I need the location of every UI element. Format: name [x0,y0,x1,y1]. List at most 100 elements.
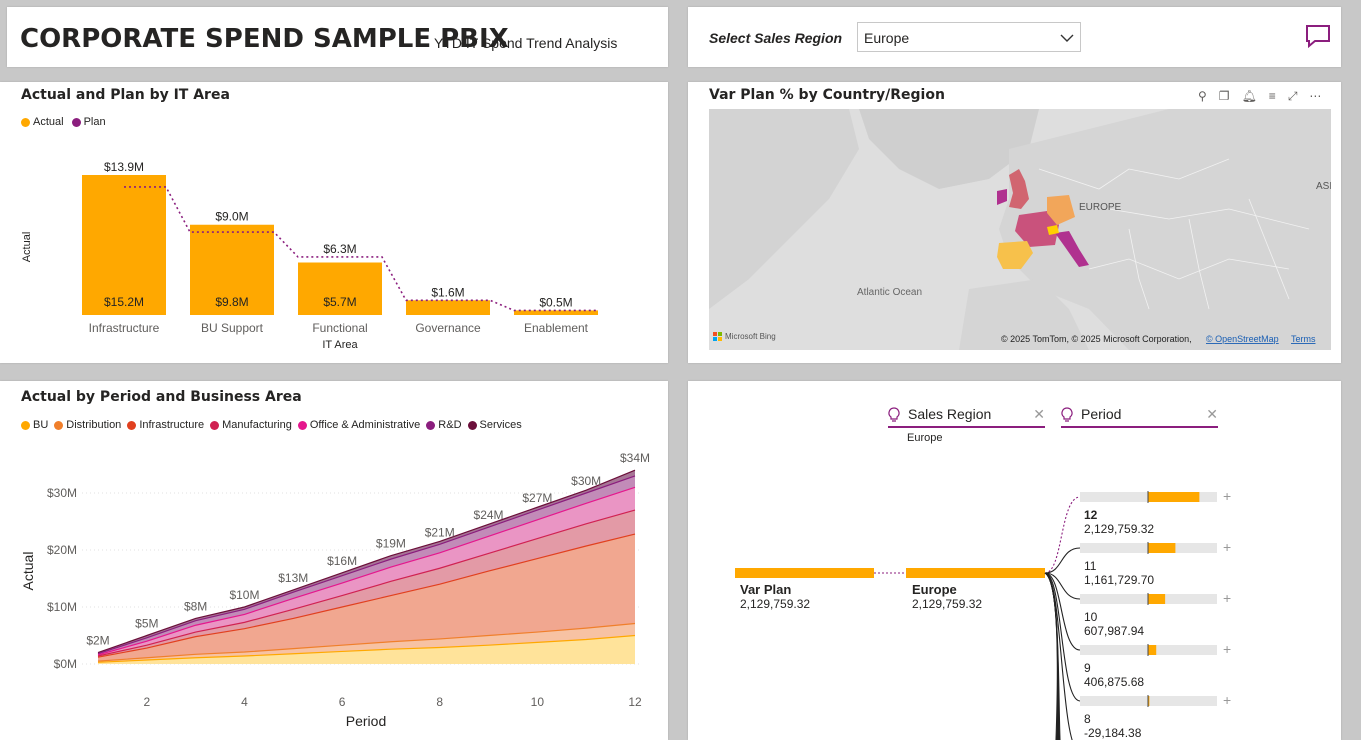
map-label-asia: ASI [1316,181,1331,192]
legend-label: Infrastructure [139,419,205,431]
bar-category-label: Governance [415,321,481,335]
area-series-line [97,533,636,658]
bar-x-axis-label: IT Area [322,339,358,351]
expand-plus-icon[interactable]: + [1223,539,1231,555]
bar-top-label: $0.5M [539,295,572,309]
tree-link [1044,572,1073,740]
bar-actual-label: $9.8M [215,295,248,309]
greenland-land [859,109,1039,189]
node-label: 9 [1084,661,1091,675]
north-america-land [709,109,859,309]
legend-label: R&D [438,419,462,431]
x-tick-label: 4 [241,695,248,709]
germany-country [1047,195,1075,225]
area-chart-card: Actual by Period and Business Area BU Dis… [0,381,668,740]
region-dropdown[interactable]: Europe [857,22,1081,52]
total-label: $34M [620,451,650,465]
bing-label: Microsoft Bing [725,332,776,341]
legend-dot [127,420,137,430]
total-label: $5M [135,617,158,631]
bar-top-label: $1.6M [431,285,464,299]
legend-item[interactable]: Services [467,419,522,431]
bar-chart-legend: Actual Plan [21,116,106,128]
expand-plus-icon[interactable]: + [1223,641,1231,657]
copy-icon[interactable]: ❐ [1218,89,1230,103]
legend-dot [467,420,477,430]
comment-icon[interactable] [1305,24,1331,53]
close-icon[interactable]: ✕ [1206,406,1218,422]
x-tick-label: 2 [143,695,150,709]
bar-chart-title: Actual and Plan by IT Area [21,87,230,103]
legend-item[interactable]: R&D [426,419,462,431]
eurasia-land [999,109,1331,350]
more-icon[interactable]: ⋯ [1309,89,1322,103]
expand-plus-icon[interactable]: + [1223,692,1231,708]
root-value: 2,129,759.32 [740,597,810,611]
area-series-fill[interactable] [98,475,635,655]
area-series-line [97,475,636,655]
bar-actual-label: $15.2M [104,295,144,309]
x-tick-label: 12 [628,695,642,709]
bar-actual[interactable] [298,262,382,316]
uk-country [1009,169,1029,209]
area-series-fill[interactable] [98,534,635,662]
expand-plus-icon[interactable]: + [1223,488,1231,504]
bar-actual[interactable] [82,175,166,315]
node-label: 10 [1084,610,1098,624]
total-label: $10M [229,588,259,602]
x-tick-label: 10 [531,695,545,709]
pin-icon[interactable]: ⚲ [1198,89,1207,103]
level1-label: Europe [912,582,957,597]
ireland-country [997,189,1007,205]
legend-item-plan[interactable]: Plan [71,116,106,128]
y-tick-label: $30M [47,486,77,500]
node-value: 607,987.94 [1084,624,1144,638]
level1-value: 2,129,759.32 [912,597,982,611]
expand-plus-icon[interactable]: + [1223,590,1231,606]
node-bar [1148,594,1166,604]
legend-label: Office & Administrative [309,419,421,431]
legend-item[interactable]: Distribution [54,419,121,431]
field-sales-region[interactable]: Sales Region ✕ [888,406,1045,428]
map-canvas[interactable]: EUROPE Atlantic Ocean ASI Microsoft Bing… [709,109,1331,350]
tree-link [1044,547,1081,574]
legend-item[interactable]: BU [21,419,48,431]
total-label: $8M [184,599,207,613]
bar-actual[interactable] [514,310,598,315]
bar-actual[interactable] [406,300,490,315]
area-series-fill[interactable] [98,470,635,654]
area-x-axis-label: Period [346,713,386,729]
bar-chart-plot: Actual $13.9M $15.2M Infrastructure $9.0M $9.… [21,160,598,351]
total-label: $2M [86,634,109,648]
legend-item-actual[interactable]: Actual [21,116,64,128]
level1-bar[interactable] [906,568,1045,578]
legend-item[interactable]: Office & Administrative [297,419,421,431]
node-bar [1148,696,1150,706]
focus-icon[interactable]: ⤢ [1287,89,1298,103]
africa-land [959,279,1089,350]
bell-icon[interactable]: 🔔︎ [1241,89,1257,103]
terms-link[interactable]: Terms [1291,334,1316,344]
legend-dot [210,420,220,430]
osm-link[interactable]: © OpenStreetMap [1206,334,1279,344]
node-value: 1,161,729.70 [1084,573,1154,587]
map-label-europe: EUROPE [1079,202,1122,213]
tree-link [1044,572,1081,651]
area-y-axis-label: Actual [20,552,36,591]
area-chart-legend: BU Distribution Infrastructure Manufacturin… [21,419,522,431]
area-chart-title: Actual by Period and Business Area [21,389,302,405]
field-period-label: Period [1081,406,1122,422]
bar-y-axis-label: Actual [21,232,33,263]
bar-actual[interactable] [190,224,274,315]
legend-label: Manufacturing [222,419,292,431]
bar-actual-label: $5.7M [323,295,356,309]
filter-icon[interactable]: ≡ [1268,89,1276,103]
total-label: $27M [522,491,552,505]
close-icon[interactable]: ✕ [1033,406,1045,422]
field-period[interactable]: Period ✕ [1061,406,1218,428]
legend-item[interactable]: Manufacturing [210,419,292,431]
root-bar[interactable] [735,568,874,578]
legend-item[interactable]: Infrastructure [127,419,204,431]
legend-dot [54,420,64,430]
total-label: $30M [571,474,601,488]
